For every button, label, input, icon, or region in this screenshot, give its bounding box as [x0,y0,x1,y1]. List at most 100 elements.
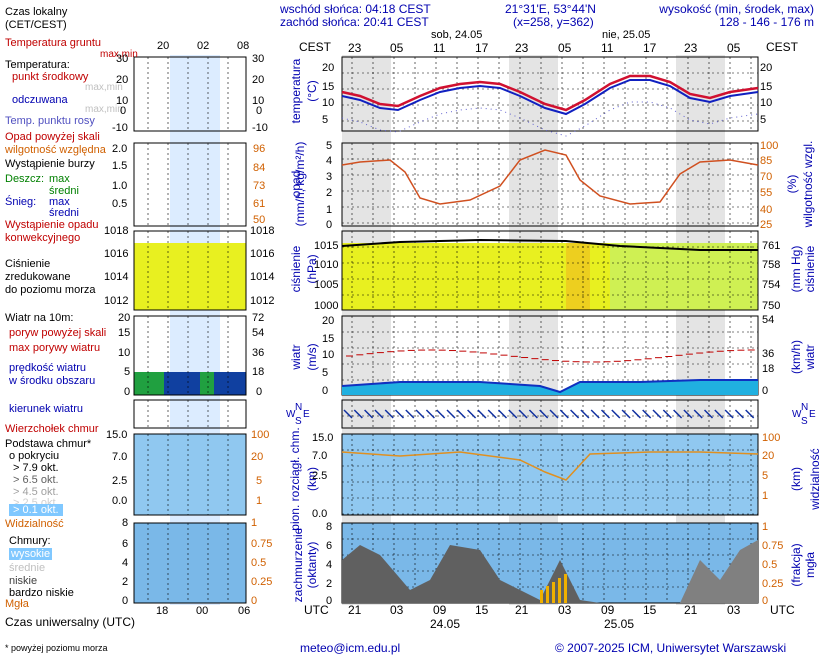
right-wind-tick-0: 0 [256,386,263,398]
mgla-tick-2: 0.5 [762,559,778,571]
left-wind-tick-5: 5 [124,366,131,378]
left-cc-tick-2: 2 [122,576,129,588]
widz-tick-3: 1 [762,490,769,502]
left-wind-tick-20: 20 [118,312,131,324]
temperature-curve [341,74,759,112]
main-top-hour-1: 05 [390,41,404,55]
temp-tick-l-1: 15 [322,81,335,93]
wiatr-tick-r-1: 36 [762,348,775,360]
main-bottom-day2: 25.05 [604,617,635,631]
wiatr-tick-l-0: 20 [322,315,335,327]
left-press-tick-1012: 1012 [104,295,129,307]
compass-w-right: W [792,409,802,420]
widzialnosc-label: Widzialność [5,518,64,530]
visibility-line [341,451,759,481]
fog-bar [552,582,555,603]
sunrise-text: wschód słońca: 04:18 CEST [280,2,431,16]
right-wind-tick-54: 54 [252,327,265,339]
temperatura-gruntu-label: Temperatura gruntu [5,37,101,49]
wilg-tick-2: 70 [760,171,773,183]
cisn-tick-l-1: 1010 [314,259,339,271]
right-wind-tick-72: 72 [252,312,265,324]
wind-arrow [693,409,703,419]
main-bottom-hour-5: 03 [558,603,572,617]
left-panel-frame-3 [133,315,247,396]
cisn-tick-r-3: 750 [762,300,781,312]
widz-tick-1: 20 [762,450,775,462]
left-temp-tick-10: 10 [116,95,129,107]
wind-arrow [343,409,353,419]
wind-arrow [549,409,559,419]
main-panel-frame-0 [341,56,759,132]
left-cc-tick-4: 4 [122,557,129,569]
right-vis-tick-100: 100 [251,429,270,441]
wind-arrow [642,409,652,419]
main-bottom-hour-6: 09 [601,603,615,617]
felt-max-min-faded: max,min [85,104,123,115]
opad-tick-3: 2 [326,187,333,199]
left-cc-tick-0: 0 [122,595,129,607]
wind-arrow [518,409,528,419]
chm-tick-0: 15.0 [312,432,334,444]
wiatr-axis-unit: (m/s) [305,343,319,371]
wind-arrow [467,409,477,419]
wind-arrow [508,409,518,419]
max-porywy-label: max porywy wiatru [9,342,101,354]
wind-arrow [703,409,714,419]
wind-arrow [621,409,631,419]
snieg-label: Śnieg: [5,196,37,208]
wind-arrow [497,409,508,419]
wilg-tick-0: 100 [760,140,779,152]
main-bottom-hour-8: 21 [684,603,698,617]
left-press-tick-1016: 1016 [104,248,129,260]
left-wind-tick-10: 10 [118,347,131,359]
temperatura-label: Temperatura: [5,59,70,71]
fog-bar [558,578,561,603]
right-wind-tick-36: 36 [252,347,265,359]
left-temp-tick-r30: 30 [252,53,265,65]
wind-arrow [570,409,580,419]
wind-speed-fill [342,380,758,395]
left-pressure-fill [134,243,246,310]
opad-tick-4: 1 [326,204,333,216]
bardzo-niskie-label: bardzo niskie [9,587,74,599]
wysokie-label: wysokie [9,548,53,560]
main-cest-left: CEST [299,40,332,54]
right-fog-tick-0: 0 [251,595,258,607]
wind-arrow [590,409,600,419]
zach-tick-4: 0 [326,595,333,607]
footer-email[interactable]: meteo@icm.edu.pl [300,641,401,655]
mgla-tick-4: 0 [762,595,769,607]
main-bottom-hour-9: 03 [727,603,741,617]
cisn-axis-title-right: ciśnienie [803,245,817,293]
chm-tick-2: 2.5 [312,470,328,482]
left-hum-tick-73: 73 [253,180,266,192]
main-bottom-hour-7: 15 [643,603,657,617]
right-vis-tick-1: 1 [256,495,263,507]
wind-arrow [374,409,384,419]
main-bottom-hour-4: 21 [515,603,529,617]
left-cc-fill [134,523,246,603]
pressure-fill-orange [566,243,590,310]
left-temp-tick-r0: 0 [256,105,263,117]
cisn-tick-r-1: 758 [762,259,781,271]
main-top-hour-4: 23 [515,41,529,55]
czas-uniwersalny-label: Czas uniwersalny (UTC) [5,615,136,629]
left-wind-tick-15: 15 [118,327,131,339]
wiatr-tick-r-2: 18 [762,363,775,375]
temp-tick-r-2: 10 [760,97,773,109]
wind-arrow [580,409,590,419]
deszcz-label: Deszcz: [5,173,45,185]
wind-arrow [415,409,425,419]
right-vis-tick-20: 20 [251,451,264,463]
left-cc-tick-6: 6 [122,538,129,550]
widz-axis-title: widzialność [808,448,820,510]
main-top-hour-6: 11 [601,41,614,55]
right-fog-tick-05: 0.5 [251,557,267,569]
main-day1-label: sob, 24.05 [431,29,483,41]
main-top-hour-9: 05 [727,41,741,55]
left-panel-frame-4 [133,399,247,429]
left-cloud-fill [134,434,246,515]
chm-tick-3: 0.0 [312,508,328,520]
main-top-hour-2: 11 [433,41,446,55]
